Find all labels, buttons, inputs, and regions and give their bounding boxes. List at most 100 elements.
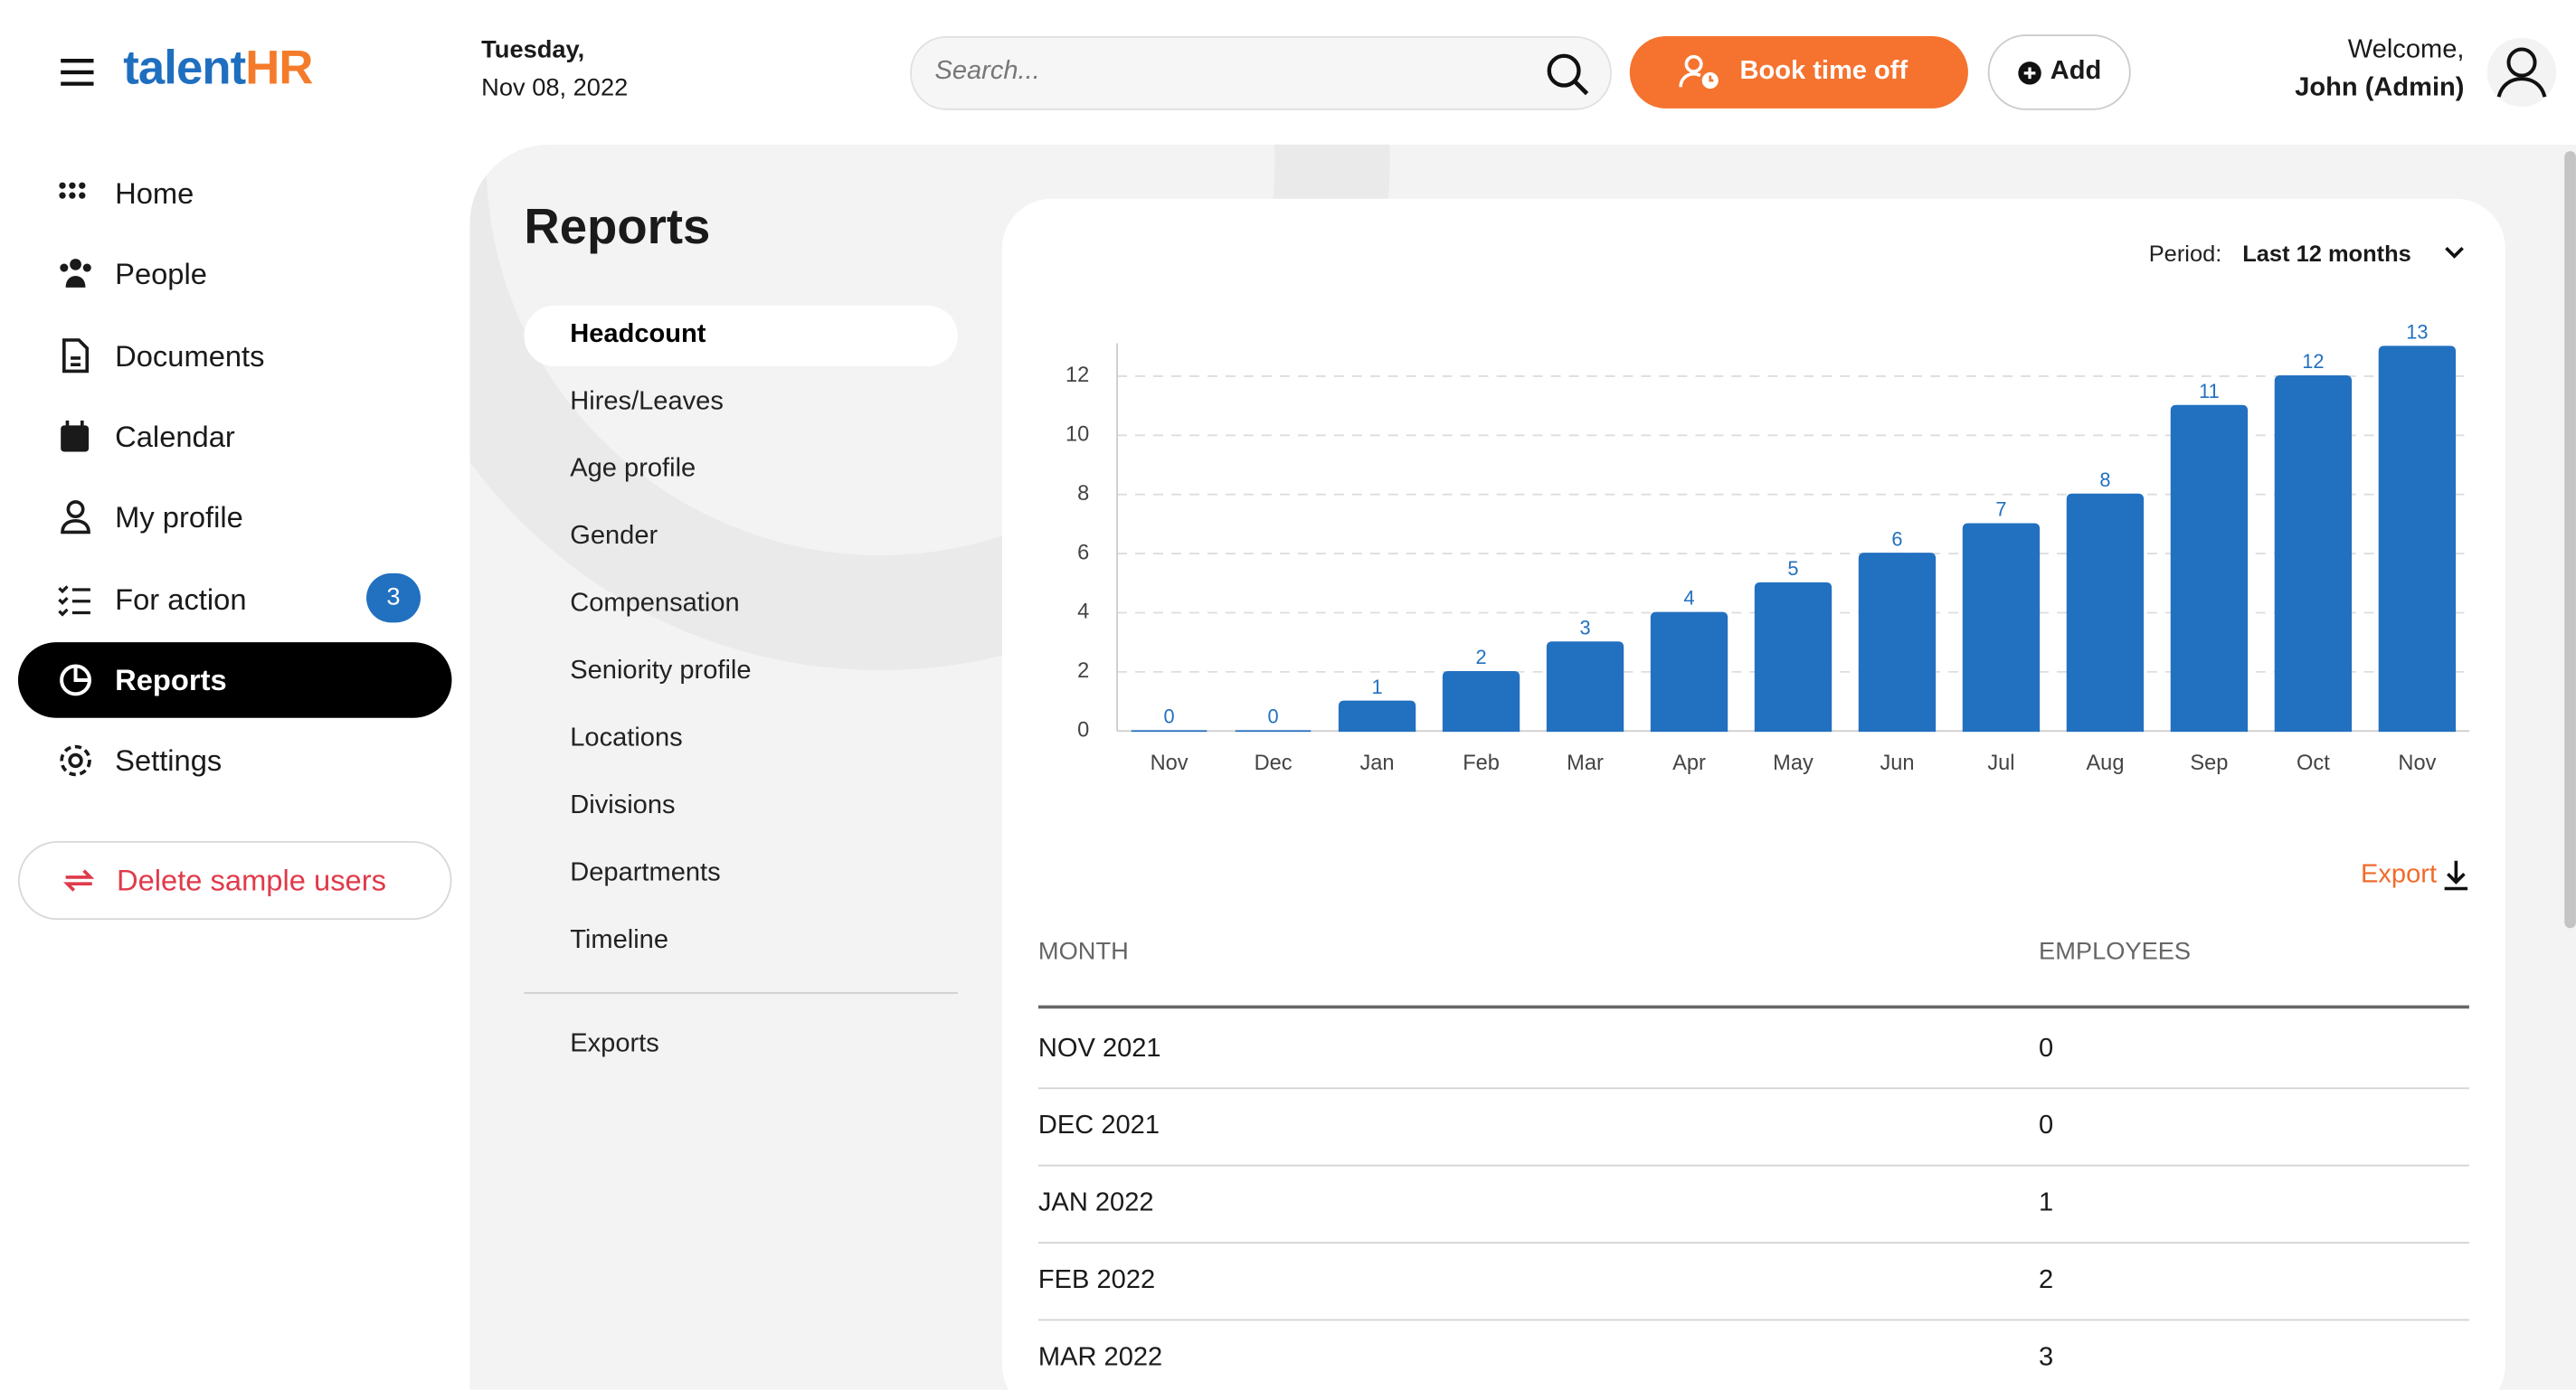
employees-cell: 2 bbox=[2039, 1265, 2054, 1294]
nav-icon bbox=[58, 585, 90, 617]
value-label: 4 bbox=[1683, 587, 1694, 610]
delete-sample-users-button[interactable]: Delete sample users bbox=[17, 840, 452, 921]
bar bbox=[1858, 553, 1937, 733]
menu-item[interactable]: Seniority profile bbox=[570, 657, 752, 686]
value-label: 0 bbox=[1268, 705, 1279, 727]
x-tick-label: Jan bbox=[1360, 752, 1395, 775]
nav-label: Settings bbox=[115, 743, 223, 777]
nav-label: Documents bbox=[115, 339, 265, 373]
value-label: 0 bbox=[1164, 705, 1175, 727]
menu-item[interactable]: Departments bbox=[570, 858, 721, 887]
nav-item[interactable]: Reports bbox=[17, 642, 452, 718]
nav-icon bbox=[60, 259, 91, 288]
y-tick-label: 2 bbox=[1077, 659, 1089, 683]
menu-item[interactable]: Exports bbox=[570, 1029, 659, 1058]
nav-icon bbox=[61, 420, 90, 452]
search-icon bbox=[1547, 53, 1589, 96]
table-row: MAR 2022 3 bbox=[1038, 1319, 2469, 1389]
table-row: JAN 2022 1 bbox=[1037, 1165, 2469, 1244]
menu-toggle[interactable] bbox=[59, 56, 95, 89]
export-link[interactable]: Export bbox=[2361, 860, 2438, 889]
welcome: Welcome, bbox=[2347, 35, 2465, 64]
bar bbox=[2066, 493, 2145, 733]
bar bbox=[1962, 523, 2041, 733]
x-tick-label: Nov bbox=[2398, 752, 2436, 775]
add-button[interactable]: Add bbox=[1987, 34, 2131, 110]
nav-label: My profile bbox=[115, 500, 243, 534]
nav-icon bbox=[59, 182, 86, 199]
nav-icon bbox=[60, 744, 91, 777]
table-row: DEC 2021 0 bbox=[1037, 1087, 2469, 1167]
bar bbox=[2378, 345, 2457, 733]
period-select[interactable]: Last 12 months bbox=[2242, 240, 2411, 267]
search-box[interactable]: Search... bbox=[910, 35, 1612, 110]
menu-item[interactable]: Compensation bbox=[570, 590, 740, 618]
bar bbox=[1338, 700, 1416, 733]
month-cell: DEC 2021 bbox=[1037, 1111, 1160, 1140]
value-label: 3 bbox=[1579, 616, 1590, 639]
badge: 3 bbox=[366, 572, 421, 623]
delete-label: Delete sample users bbox=[116, 864, 386, 897]
logo[interactable]: talentHR bbox=[123, 43, 313, 97]
x-tick-label: Jun bbox=[1880, 752, 1914, 775]
menu-item[interactable]: Divisions bbox=[570, 791, 676, 820]
value-label: 12 bbox=[2302, 350, 2324, 373]
month-cell: NOV 2021 bbox=[1037, 1034, 1161, 1063]
x-tick-label: Dec bbox=[1255, 752, 1293, 775]
menu-item[interactable]: Timeline bbox=[570, 926, 669, 955]
month-cell: JAN 2022 bbox=[1037, 1188, 1154, 1216]
download-icon[interactable] bbox=[2443, 859, 2469, 891]
bar bbox=[1442, 670, 1520, 733]
nav-item[interactable]: For action 3 bbox=[18, 562, 452, 638]
nav-item[interactable]: People bbox=[18, 237, 452, 313]
value-label: 7 bbox=[1995, 498, 2006, 521]
scrollbar[interactable] bbox=[2564, 151, 2576, 929]
y-tick-label: 10 bbox=[1065, 423, 1089, 447]
employees-cell: 3 bbox=[2039, 1342, 2054, 1371]
value-label: 5 bbox=[1787, 557, 1798, 580]
x-tick-label: May bbox=[1773, 752, 1814, 775]
refresh-icon bbox=[63, 869, 95, 892]
menu-item[interactable]: Locations bbox=[570, 724, 683, 752]
nav-item[interactable]: Calendar bbox=[18, 399, 452, 475]
x-tick-label: Jul bbox=[1987, 752, 2014, 775]
y-tick-label: 4 bbox=[1077, 601, 1089, 624]
period-label: Period: bbox=[2148, 240, 2222, 267]
nav-item[interactable]: Home bbox=[18, 156, 452, 232]
nav-label: Reports bbox=[115, 662, 227, 696]
value-label: 6 bbox=[1891, 527, 1902, 550]
logo-accent: HR bbox=[245, 43, 313, 96]
x-tick-label: Sep bbox=[2190, 752, 2228, 775]
add-icon bbox=[2018, 62, 2041, 85]
nav-item[interactable]: Settings bbox=[18, 723, 452, 799]
menu-item[interactable]: Gender bbox=[570, 522, 658, 551]
menu-item[interactable]: Age profile bbox=[570, 455, 696, 483]
x-tick-label: Apr bbox=[1672, 752, 1706, 775]
value-label: 8 bbox=[2099, 468, 2110, 491]
add-label: Add bbox=[2050, 57, 2102, 86]
x-tick-label: Nov bbox=[1151, 752, 1189, 775]
chevron[interactable] bbox=[2443, 245, 2466, 261]
headcount-chart: 0 2 4 6 8 10 12 Nov 0 Dec 0 Jan 1 Feb 2 Mar 3 Apr 4 May 5 Jun… bbox=[1065, 320, 2469, 775]
nav-icon bbox=[60, 664, 91, 696]
date-day: Tuesday, bbox=[481, 35, 585, 64]
menu-item[interactable]: Headcount bbox=[570, 320, 706, 349]
employees-cell: 0 bbox=[2039, 1034, 2054, 1063]
month-cell: MAR 2022 bbox=[1037, 1342, 1163, 1371]
value-label: 2 bbox=[1475, 646, 1486, 668]
table-header-rule bbox=[1037, 1005, 2469, 1009]
nav-item[interactable]: My profile bbox=[18, 479, 452, 555]
menu-divider bbox=[524, 992, 958, 994]
book-time-off-button[interactable]: Book time off bbox=[1629, 35, 1968, 109]
menu-item[interactable]: Hires/Leaves bbox=[570, 387, 724, 416]
bar bbox=[1650, 611, 1728, 733]
nav-item[interactable]: Documents bbox=[18, 318, 452, 394]
table-row: FEB 2022 2 bbox=[1037, 1242, 2469, 1321]
bar bbox=[1754, 582, 1833, 733]
nav-label: People bbox=[115, 257, 207, 290]
avatar[interactable] bbox=[2486, 36, 2558, 109]
report-card bbox=[1001, 198, 2505, 1390]
nav-label: Home bbox=[115, 176, 194, 210]
y-tick-label: 0 bbox=[1077, 718, 1089, 742]
